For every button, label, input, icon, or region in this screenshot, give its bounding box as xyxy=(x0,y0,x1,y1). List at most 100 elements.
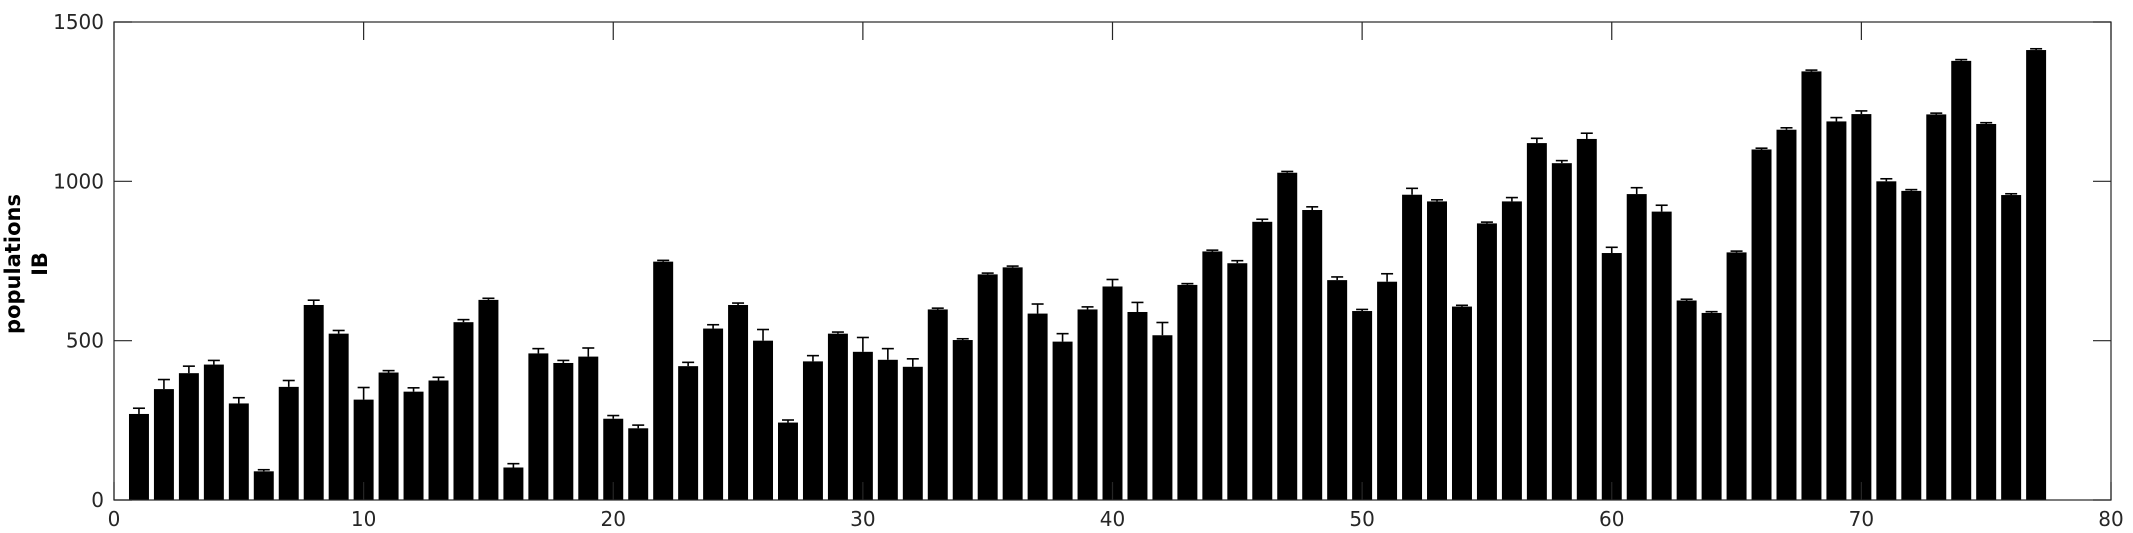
bar-77 xyxy=(2026,50,2047,500)
error-bar-64 xyxy=(1705,310,1718,313)
error-bar-60 xyxy=(1605,246,1618,254)
error-bar-22 xyxy=(657,259,670,262)
bar-18 xyxy=(553,362,574,500)
x-tick-label-70: 70 xyxy=(1849,507,1874,531)
bar-45 xyxy=(1227,263,1248,500)
bar-29 xyxy=(827,333,848,500)
bar-54 xyxy=(1451,306,1472,500)
bar-10 xyxy=(353,399,374,500)
error-bar-5 xyxy=(232,396,245,404)
bar-27 xyxy=(778,422,798,500)
bar-1 xyxy=(128,413,149,500)
error-bar-19 xyxy=(582,347,595,357)
bar-3 xyxy=(178,373,199,500)
bar-26 xyxy=(753,340,774,500)
error-bar-70 xyxy=(1855,110,1868,115)
bar-34 xyxy=(952,340,973,500)
error-bar-62 xyxy=(1655,204,1668,212)
bar-57 xyxy=(1526,143,1547,500)
error-bar-69 xyxy=(1830,116,1843,122)
bar-50 xyxy=(1352,311,1373,500)
x-tick-label-10: 10 xyxy=(351,507,376,531)
bar-9 xyxy=(328,333,349,500)
bar-17 xyxy=(528,353,549,500)
y-tick-label-1000: 1000 xyxy=(53,169,104,193)
error-bar-68 xyxy=(1805,69,1818,72)
error-bar-65 xyxy=(1730,250,1743,253)
bar-42 xyxy=(1152,335,1173,500)
error-bar-66 xyxy=(1755,147,1768,150)
bar-43 xyxy=(1177,284,1198,500)
error-bar-14 xyxy=(457,318,470,323)
error-bar-50 xyxy=(1356,308,1369,312)
error-bar-58 xyxy=(1555,159,1568,164)
error-bar-34 xyxy=(956,337,969,341)
bar-71 xyxy=(1876,181,1897,500)
error-bar-35 xyxy=(981,272,994,275)
x-tick-label-60: 60 xyxy=(1599,507,1624,531)
x-tick-label-80: 80 xyxy=(2098,507,2123,531)
bar-15 xyxy=(478,299,499,500)
bar-65 xyxy=(1726,252,1747,500)
error-bar-52 xyxy=(1406,187,1419,195)
error-bar-51 xyxy=(1381,272,1394,282)
bar-16 xyxy=(503,467,524,500)
bar-59 xyxy=(1576,138,1597,500)
error-bar-49 xyxy=(1331,276,1344,281)
error-bar-20 xyxy=(607,414,620,419)
bar-61 xyxy=(1626,194,1647,500)
error-bar-12 xyxy=(407,387,420,392)
error-bar-17 xyxy=(532,347,545,354)
bar-28 xyxy=(802,361,823,500)
bar-24 xyxy=(703,328,724,500)
bar-7 xyxy=(278,386,299,500)
error-bar-38 xyxy=(1056,332,1069,342)
error-bar-44 xyxy=(1206,249,1219,252)
error-bar-41 xyxy=(1131,301,1144,312)
error-bar-67 xyxy=(1780,126,1793,130)
error-bar-45 xyxy=(1231,259,1244,264)
bar-22 xyxy=(653,261,674,500)
error-bar-26 xyxy=(757,328,770,341)
bar-35 xyxy=(977,274,998,500)
bar-74 xyxy=(1951,60,1972,500)
bar-12 xyxy=(403,391,424,500)
bar-60 xyxy=(1601,253,1622,500)
error-bar-75 xyxy=(1980,121,1993,124)
error-bar-39 xyxy=(1081,306,1094,310)
bar-52 xyxy=(1402,194,1423,500)
bar-41 xyxy=(1127,311,1148,500)
error-bar-71 xyxy=(1880,177,1893,182)
bar-56 xyxy=(1501,201,1522,500)
error-bar-48 xyxy=(1306,206,1319,211)
bar-39 xyxy=(1077,309,1098,500)
error-bar-13 xyxy=(432,376,445,381)
x-tick-label-0: 0 xyxy=(108,507,121,531)
error-bar-46 xyxy=(1256,218,1269,222)
bar-72 xyxy=(1901,190,1922,500)
error-bar-1 xyxy=(132,407,145,414)
x-tick-label-30: 30 xyxy=(850,507,875,531)
bar-48 xyxy=(1302,210,1323,500)
error-bar-77 xyxy=(2030,47,2043,51)
error-bar-15 xyxy=(482,297,495,300)
bar-44 xyxy=(1202,251,1223,500)
bar-32 xyxy=(902,366,923,500)
bar-20 xyxy=(603,418,624,500)
bar-73 xyxy=(1926,114,1947,500)
bar-33 xyxy=(927,309,948,500)
error-bar-36 xyxy=(1006,265,1019,268)
error-bar-23 xyxy=(682,361,695,367)
bar-69 xyxy=(1826,121,1847,501)
bar-38 xyxy=(1052,341,1073,500)
bar-25 xyxy=(728,304,749,500)
y-axis-label-line-2: IB xyxy=(28,252,52,276)
error-bar-59 xyxy=(1580,132,1593,139)
error-bar-32 xyxy=(906,358,919,367)
bar-63 xyxy=(1676,300,1697,500)
error-bar-11 xyxy=(382,369,395,373)
error-bar-47 xyxy=(1281,170,1294,173)
bar-2 xyxy=(153,389,174,500)
bars xyxy=(128,50,2047,501)
error-bar-8 xyxy=(307,299,320,305)
